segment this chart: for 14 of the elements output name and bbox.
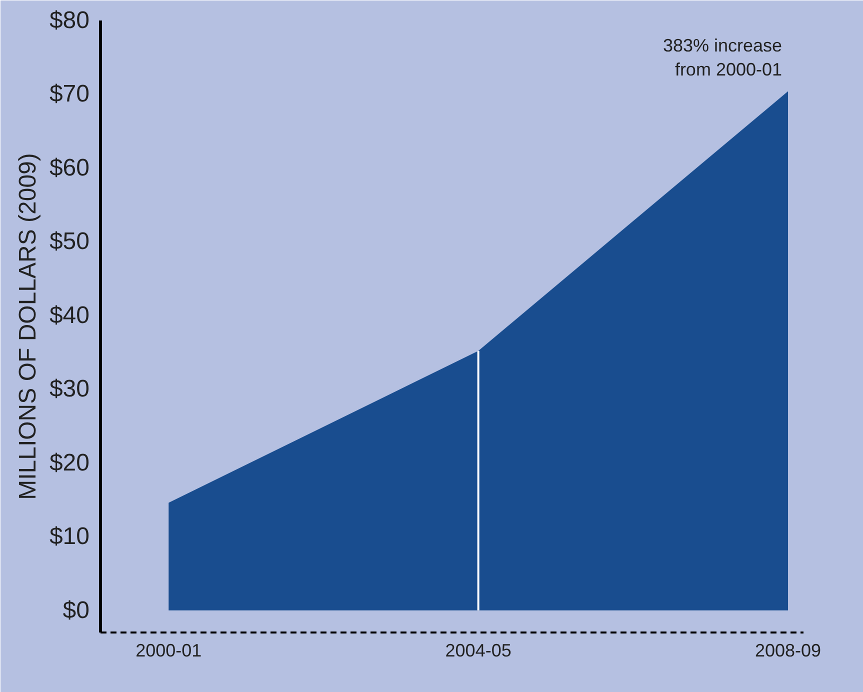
y-tick-label: $70	[49, 80, 90, 108]
annotation: 383% increase from 2000-01	[662, 35, 782, 80]
x-tick-label: 2000-01	[136, 640, 202, 660]
y-tick-label: $40	[49, 302, 90, 329]
x-tick-label: 2004-05	[445, 640, 512, 660]
y-tick-label: $10	[49, 523, 90, 550]
x-tick-label: 2008-09	[754, 640, 822, 660]
y-tick-label: $80	[49, 7, 90, 34]
y-tick-label: $30	[49, 376, 90, 403]
y-tick-label: $50	[49, 228, 90, 256]
y-axis-title: MILLIONS OF DOLLARS (2009)	[14, 153, 42, 500]
y-tick-label: $0	[62, 596, 90, 624]
y-tick-label: $20	[49, 449, 90, 476]
y-tick-label: $60	[49, 154, 90, 182]
